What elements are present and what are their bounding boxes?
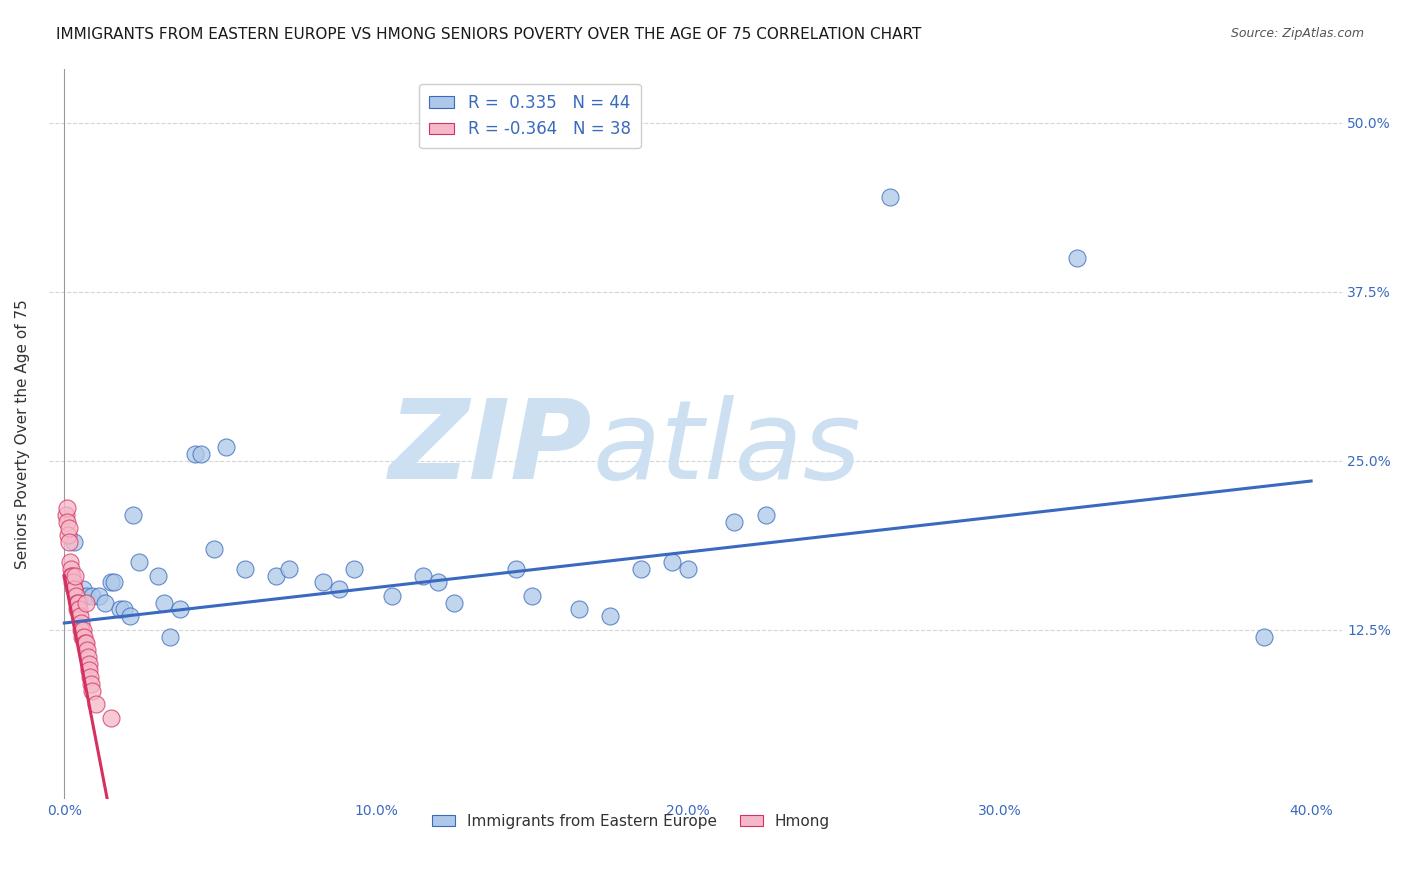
Point <box>82 589 104 603</box>
Point <box>190 447 212 461</box>
Point <box>1066 251 1088 265</box>
Point <box>343 562 366 576</box>
Point <box>75 636 97 650</box>
Point <box>73 630 96 644</box>
Point <box>77 657 100 671</box>
Point <box>630 562 652 576</box>
Point <box>62 575 84 590</box>
Point <box>75 596 97 610</box>
Point <box>100 711 122 725</box>
Point <box>118 609 141 624</box>
Point <box>58 521 80 535</box>
Point <box>56 528 79 542</box>
Point <box>103 575 125 590</box>
Point <box>159 630 181 644</box>
Point <box>66 602 89 616</box>
Point <box>62 534 84 549</box>
Point <box>56 501 79 516</box>
Point <box>381 589 404 603</box>
Point <box>70 623 93 637</box>
Point <box>87 589 110 603</box>
Point <box>58 534 80 549</box>
Point <box>755 508 778 522</box>
Point <box>59 562 82 576</box>
Point <box>1253 630 1275 644</box>
Point <box>66 596 89 610</box>
Point <box>69 615 91 630</box>
Point <box>879 190 901 204</box>
Point <box>153 596 176 610</box>
Point <box>233 562 256 576</box>
Point <box>59 555 82 569</box>
Point <box>72 630 94 644</box>
Point <box>94 596 117 610</box>
Point <box>277 562 299 576</box>
Point <box>55 508 77 522</box>
Point <box>184 447 207 461</box>
Point <box>65 589 87 603</box>
Point <box>412 568 434 582</box>
Point <box>266 568 288 582</box>
Point <box>505 562 527 576</box>
Point <box>215 440 238 454</box>
Point <box>60 575 83 590</box>
Point <box>443 596 465 610</box>
Point <box>312 575 335 590</box>
Point <box>60 568 83 582</box>
Point <box>112 602 135 616</box>
Point <box>84 697 107 711</box>
Point <box>599 609 621 624</box>
Point <box>72 582 94 597</box>
Point <box>69 589 91 603</box>
Point <box>65 568 87 582</box>
Point <box>122 508 145 522</box>
Legend: Immigrants from Eastern Europe, Hmong: Immigrants from Eastern Europe, Hmong <box>426 808 837 835</box>
Point <box>82 683 104 698</box>
Point <box>76 649 98 664</box>
Point <box>67 596 90 610</box>
Point <box>76 643 98 657</box>
Point <box>520 589 543 603</box>
Point <box>427 575 450 590</box>
Point <box>56 515 79 529</box>
Point <box>110 602 132 616</box>
Point <box>100 575 122 590</box>
Text: atlas: atlas <box>592 395 860 502</box>
Point <box>676 562 699 576</box>
Text: Source: ZipAtlas.com: Source: ZipAtlas.com <box>1230 27 1364 40</box>
Y-axis label: Seniors Poverty Over the Age of 75: Seniors Poverty Over the Age of 75 <box>15 299 30 568</box>
Point <box>568 602 591 616</box>
Point <box>75 589 97 603</box>
Text: IMMIGRANTS FROM EASTERN EUROPE VS HMONG SENIORS POVERTY OVER THE AGE OF 75 CORRE: IMMIGRANTS FROM EASTERN EUROPE VS HMONG … <box>56 27 921 42</box>
Text: ZIP: ZIP <box>388 395 592 502</box>
Point <box>62 582 84 597</box>
Point <box>128 555 150 569</box>
Point <box>146 568 169 582</box>
Point <box>80 677 103 691</box>
Point <box>69 609 91 624</box>
Point <box>723 515 745 529</box>
Point <box>63 582 86 597</box>
Point <box>72 623 94 637</box>
Point <box>62 568 84 582</box>
Point <box>169 602 191 616</box>
Point <box>77 664 100 678</box>
Point <box>73 636 96 650</box>
Point <box>79 670 101 684</box>
Point <box>328 582 350 597</box>
Point <box>202 541 225 556</box>
Point <box>67 602 90 616</box>
Point <box>661 555 683 569</box>
